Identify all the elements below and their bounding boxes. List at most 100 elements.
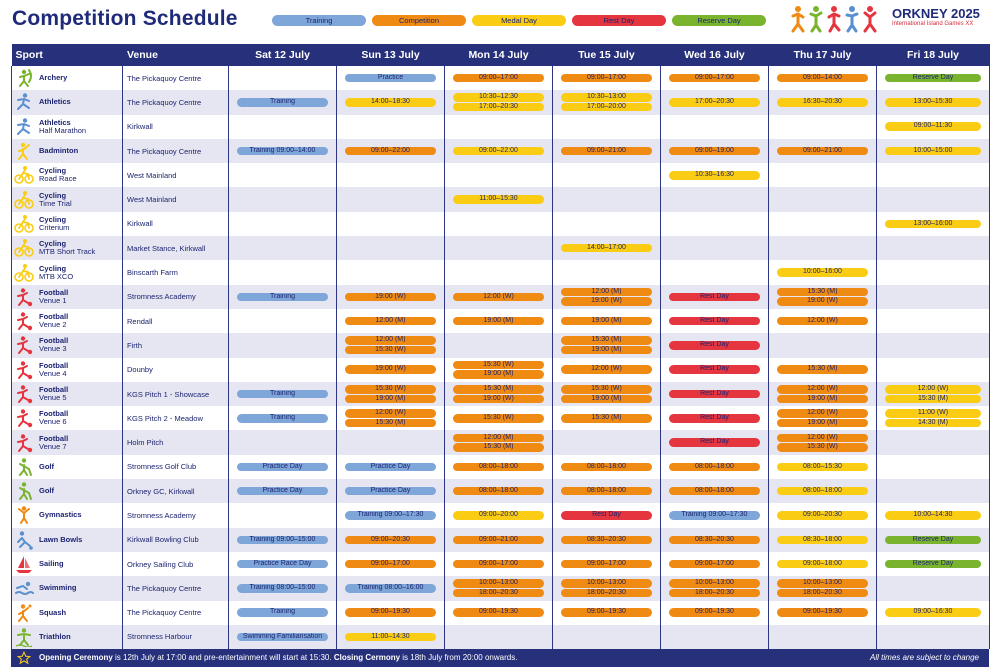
session-pill: 09:00–14:00: [776, 73, 869, 83]
sport-cell: Cycling Criterium: [11, 211, 123, 237]
venue-cell: Stromness Academy: [122, 503, 229, 528]
session-pill: 08:30–20:30: [560, 535, 653, 545]
session-pill: Rest Day: [668, 414, 761, 423]
session-pill: 19:00 (M): [560, 394, 653, 403]
session-pill: 09:00–19:30: [776, 608, 869, 617]
table-row: Athletics Half Marathon Kirkwall 09:00–11:3…: [11, 114, 990, 139]
day-cell: 10:00–14:30: [876, 503, 990, 528]
venue-cell: Stromness Harbour: [122, 624, 229, 650]
day-cell: Practice Race Day: [228, 551, 337, 577]
column-header-sport: Sport: [11, 44, 123, 66]
session-pill: 13:00–15:30: [885, 98, 981, 107]
day-cell: 09:00–22:00: [336, 138, 445, 164]
day-cell: 12:00 (M): [336, 308, 445, 334]
day-cell: 09:00–19:30: [768, 600, 877, 625]
session-pill: 09:00–17:00: [668, 559, 761, 569]
session-pill: 19:00 (W): [344, 292, 437, 302]
venue-cell: The Pickaquoy Centre: [122, 576, 229, 601]
session-pill: 15:30 (M): [776, 365, 869, 374]
day-cell: [228, 503, 337, 528]
sport-name: Triathlon: [39, 631, 71, 641]
day-cell: 15:30 (W): [444, 406, 553, 431]
day-cell: 08:30–20:30: [552, 527, 661, 552]
sport-cell: Cycling MTB Short Track: [11, 236, 123, 261]
session-pill: Practice Day: [344, 486, 437, 496]
squash-icon: [18, 603, 32, 622]
venue-cell: Orkney GC, Kirkwall: [122, 479, 229, 504]
archery-icon: [19, 69, 32, 88]
day-cell: 12:00 (W) 19:00 (M): [768, 381, 877, 407]
session-pill: Practice: [344, 73, 437, 83]
session-pill: 19:00 (M): [452, 370, 545, 379]
venue-cell: The Pickaquoy Centre: [122, 90, 229, 115]
venue-cell: Rendall: [122, 308, 229, 334]
session-pill: 09:00–19:00: [668, 146, 761, 156]
sport-name: Football: [39, 360, 69, 370]
sailing-icon: [16, 556, 32, 574]
sport-sub-name: Half Marathon: [39, 125, 87, 135]
session-pill: 12:00 (W): [776, 316, 869, 326]
sport-name: Sailing: [39, 559, 64, 569]
day-cell: [336, 430, 445, 455]
sport-sub-name: Time Trial: [39, 198, 72, 208]
day-cell: 09:00–18:00: [768, 551, 877, 577]
session-pill: 15:30 (M): [560, 336, 653, 345]
day-cell: 12:00 (W): [552, 357, 661, 382]
football-icon: [17, 409, 33, 428]
sport-name: Cycling: [39, 214, 67, 224]
day-cell: Practice Day: [228, 479, 337, 504]
day-cell: Rest Day: [660, 308, 769, 334]
session-pill: 10:00–15:00: [885, 146, 981, 156]
day-cell: 19:00 (M): [444, 308, 553, 334]
day-cell: [228, 163, 337, 188]
sport-cell: Sailing: [11, 551, 123, 577]
football-icon: [17, 433, 33, 452]
venue-cell: Kirkwall Bowling Club: [122, 527, 229, 552]
table-row: Cycling Criterium Kirkwall 13:00–16:00: [11, 211, 990, 237]
day-cell: 11:00–15:30: [444, 187, 553, 212]
table-row: Football Venue 7 Holm Pitch 12:00 (M) 15:30 …: [11, 430, 990, 455]
day-cell: 09:00–17:00: [660, 66, 769, 91]
session-pill: 09:00–17:00: [452, 559, 545, 569]
session-pill: 12:00 (W): [885, 385, 981, 394]
day-cell: [444, 260, 553, 285]
day-cell: 12:00 (W) 15:30 (W): [768, 430, 877, 455]
day-cell: [876, 308, 990, 334]
day-cell: [444, 236, 553, 261]
session-pill: 19:00 (M): [560, 345, 653, 355]
session-pill: Reserve Day: [885, 559, 981, 569]
session-pill: Rest Day: [560, 511, 653, 520]
badminton-icon: [18, 142, 30, 161]
day-cell: [336, 260, 445, 285]
day-cell: 15:30 (W) 19:00 (M): [444, 357, 553, 382]
session-pill: 09:00–21:00: [776, 146, 869, 156]
session-pill: 08:00–18:00: [452, 462, 545, 472]
session-pill: 09:00–17:00: [452, 73, 545, 83]
table-row: Cycling MTB Short Track Market Stance, Kir…: [11, 236, 990, 261]
cycling-icon: [14, 190, 34, 209]
sport-name: Gymnastics: [39, 510, 82, 520]
table-row: Cycling Time Trial West Mainland 11:00–15:3…: [11, 187, 990, 212]
session-pill: 12:00 (M): [344, 336, 437, 345]
session-pill: 19:00 (W): [344, 365, 437, 374]
session-pill: 09:00–17:00: [560, 559, 653, 569]
day-cell: 08:00–15:30: [768, 454, 877, 480]
session-pill: 08:30–18:00: [776, 535, 869, 545]
day-cell: 10:00–13:00 18:00–20:30: [444, 576, 553, 601]
opening-ceremony-label: Opening Ceremony: [39, 653, 113, 662]
day-cell: [444, 333, 553, 358]
sport-cell: Football Venue 4: [11, 357, 123, 382]
day-cell: 10:00–13:00 18:00–20:30: [660, 576, 769, 601]
session-pill: Training: [236, 292, 329, 302]
session-pill: 12:00 (W): [776, 433, 869, 443]
session-pill: Reserve Day: [885, 73, 981, 83]
sport-sub-name: Venue 4: [39, 368, 67, 378]
sport-name: Football: [39, 409, 69, 419]
day-cell: 08:00–18:00: [552, 479, 661, 504]
table-row: Football Venue 1 Stromness Academy Training…: [11, 284, 990, 309]
session-pill: 09:00–21:00: [452, 535, 545, 545]
legend: Training Competition Medal Day Rest Day Rese…: [272, 15, 766, 26]
day-cell: [552, 430, 661, 455]
session-pill: 09:00–17:00: [344, 559, 437, 569]
day-cell: [876, 333, 990, 358]
